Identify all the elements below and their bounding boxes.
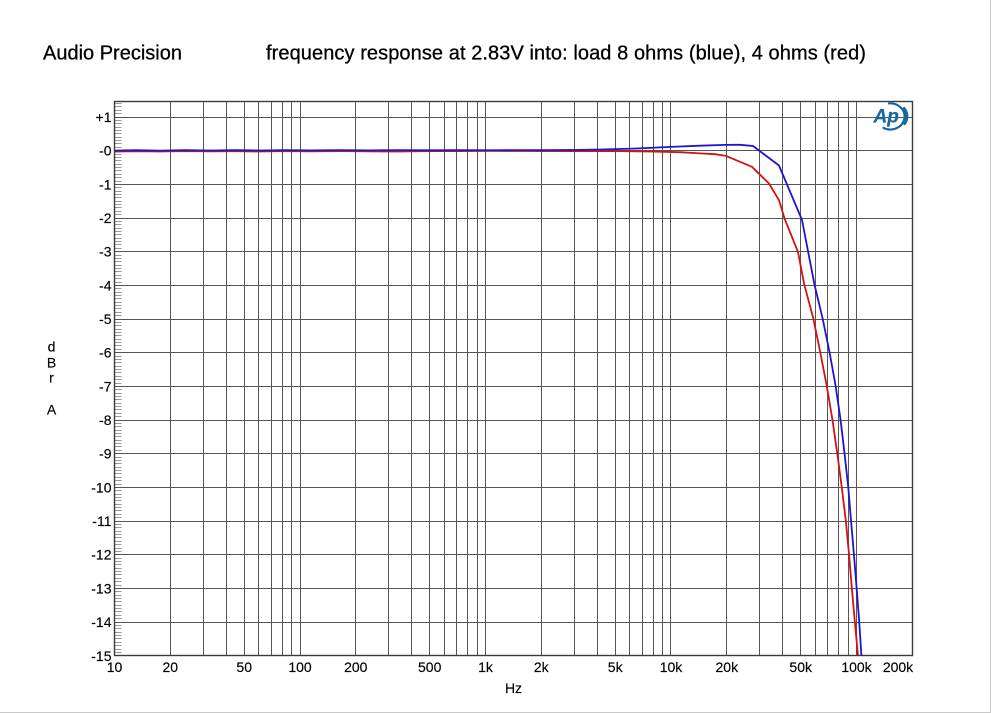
svg-text:-5: -5 [99, 311, 112, 327]
svg-text:-7: -7 [99, 378, 112, 394]
svg-text:r: r [49, 370, 54, 386]
svg-text:-12: -12 [91, 547, 111, 563]
svg-text:200: 200 [344, 659, 368, 675]
svg-text:200k: 200k [883, 659, 914, 675]
svg-text:10k: 10k [660, 659, 684, 675]
svg-text:-14: -14 [91, 614, 111, 630]
svg-text:Audio Precision: Audio Precision [43, 43, 182, 65]
svg-text:50: 50 [236, 659, 252, 675]
svg-text:B: B [47, 354, 56, 370]
svg-text:20k: 20k [716, 659, 740, 675]
svg-text:-8: -8 [99, 412, 112, 428]
svg-text:A: A [47, 402, 57, 418]
svg-text:Ap: Ap [873, 107, 899, 128]
svg-text:Hz: Hz [505, 680, 522, 696]
svg-text:-10: -10 [91, 479, 111, 495]
svg-text:-13: -13 [91, 580, 111, 596]
svg-text:-11: -11 [92, 513, 111, 529]
svg-text:50k: 50k [789, 659, 813, 675]
svg-text:-6: -6 [99, 345, 112, 361]
svg-text:10: 10 [107, 659, 123, 675]
svg-text:-2: -2 [99, 210, 112, 226]
svg-text:-3: -3 [99, 244, 112, 260]
svg-text:-15: -15 [91, 648, 111, 664]
svg-text:-1: -1 [99, 176, 112, 192]
svg-text:100k: 100k [841, 659, 872, 675]
svg-text:500: 500 [418, 659, 442, 675]
svg-text:-4: -4 [99, 277, 112, 293]
svg-text:20: 20 [163, 659, 179, 675]
svg-text:100: 100 [288, 659, 312, 675]
svg-text:+1: +1 [96, 109, 112, 125]
svg-text:1k: 1k [478, 659, 494, 675]
svg-text:5k: 5k [608, 659, 624, 675]
svg-text:frequency response at 2.83V in: frequency response at 2.83V into: load 8… [266, 43, 866, 65]
svg-text:-9: -9 [99, 446, 112, 462]
svg-text:-0: -0 [99, 143, 112, 159]
svg-text:d: d [48, 339, 56, 355]
svg-text:2k: 2k [534, 659, 550, 675]
